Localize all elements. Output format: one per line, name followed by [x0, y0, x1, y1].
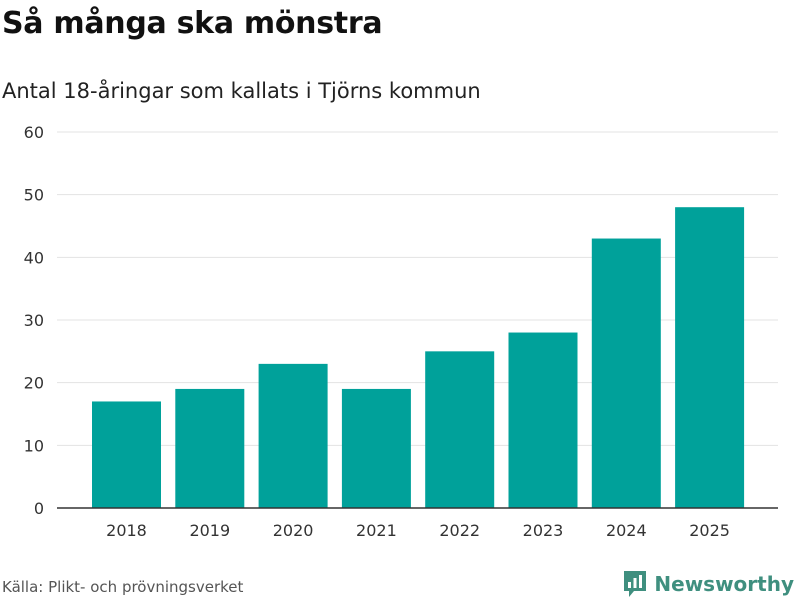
x-tick-label: 2018	[106, 521, 147, 540]
x-tick-label: 2020	[273, 521, 314, 540]
y-tick-label: 60	[24, 123, 44, 142]
bar-2018	[92, 401, 161, 508]
bar-2025	[675, 207, 745, 508]
y-tick-label: 10	[24, 436, 44, 455]
bar-2019	[175, 388, 245, 508]
bar-2021	[341, 388, 411, 508]
chart-subtitle: Antal 18-åringar som kallats i Tjörns ko…	[2, 79, 481, 103]
y-tick-label: 40	[24, 248, 44, 267]
bar-chart-speech-bubble-icon	[624, 571, 647, 597]
bar-2024	[591, 238, 661, 509]
source-note: Källa: Plikt- och prövningsverket	[2, 578, 244, 596]
bar-2020	[258, 363, 328, 508]
y-tick-label: 0	[34, 499, 44, 518]
x-tick-label: 2021	[356, 521, 397, 540]
x-tick-label: 2019	[189, 521, 230, 540]
x-tick-label: 2023	[523, 521, 564, 540]
x-tick-label: 2022	[439, 521, 480, 540]
y-tick-label: 20	[24, 374, 44, 393]
bar-2022	[425, 351, 495, 508]
brand-name: Newsworthy	[654, 572, 794, 596]
y-tick-label: 50	[24, 186, 44, 205]
y-tick-label: 30	[24, 311, 44, 330]
brand-logo: Newsworthy	[622, 569, 794, 599]
x-tick-label: 2024	[606, 521, 647, 540]
x-tick-label: 2025	[689, 521, 730, 540]
chart-title: Så många ska mönstra	[2, 6, 383, 41]
bar-2023	[508, 332, 578, 508]
